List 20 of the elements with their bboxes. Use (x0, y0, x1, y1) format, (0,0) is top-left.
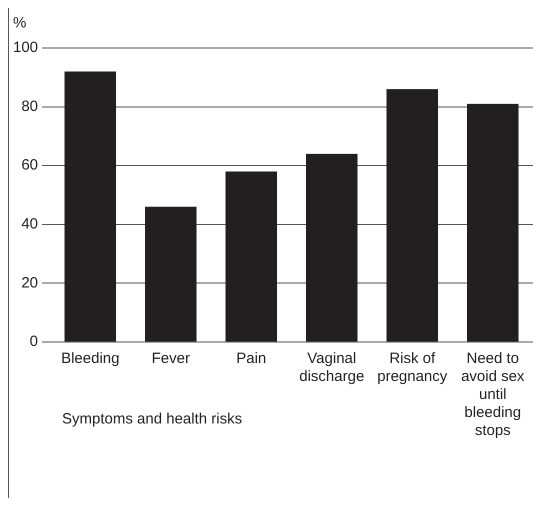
y-tick-label: 20 (21, 274, 38, 292)
x-tick-label: Bleeding (61, 350, 120, 368)
y-tick-label: 40 (21, 216, 38, 233)
x-tick-label: Pain (236, 350, 266, 368)
bar (306, 154, 358, 342)
bar (386, 89, 438, 342)
x-tick-label: Vaginal discharge (299, 350, 364, 386)
y-tick-label: 0 (30, 333, 38, 350)
y-tick-label: 80 (21, 98, 38, 115)
x-tick-label: Fever (152, 350, 190, 368)
y-tick-label: 60 (21, 156, 38, 174)
y-axis-title: % (13, 14, 26, 32)
y-tick-label: 100 (12, 39, 38, 56)
bar (145, 206, 197, 342)
bar (466, 104, 519, 342)
bar (226, 171, 278, 342)
x-tick-label: Risk of pregnancy (377, 350, 448, 386)
x-tick-label: Need to avoid sex until bleeding stops (461, 350, 525, 440)
bar (64, 72, 116, 342)
x-axis-title: Symptoms and health risks (62, 410, 242, 428)
